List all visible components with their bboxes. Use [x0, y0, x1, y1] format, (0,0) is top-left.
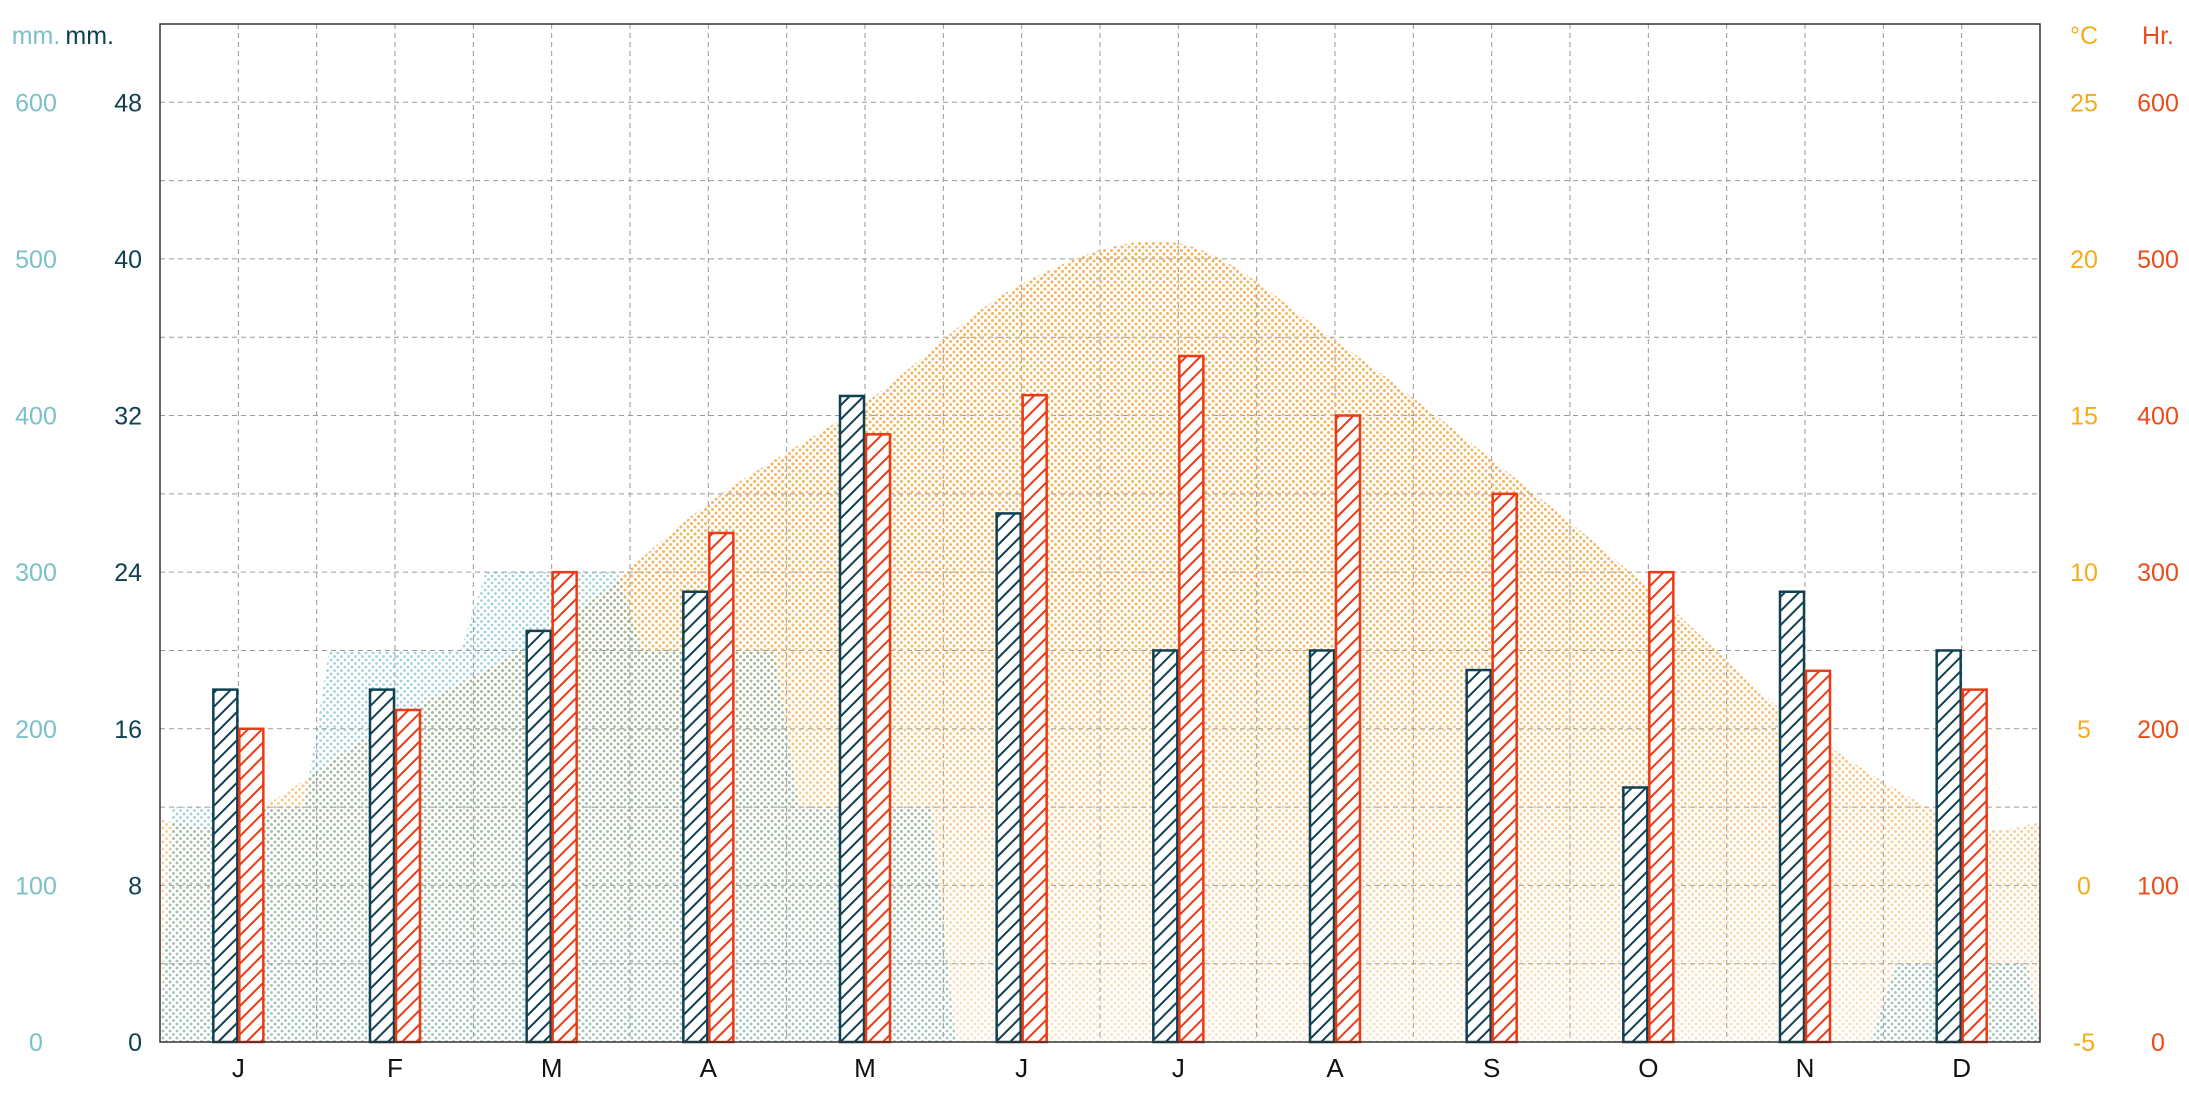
month-tick-label: D: [1952, 1053, 1971, 1083]
left-inner-tick-label: 24: [114, 559, 142, 587]
left-outer-tick-label: 0: [29, 1029, 43, 1057]
sunshine-bar: [238, 727, 265, 1044]
right-inner-tick-label: 5: [2077, 716, 2091, 744]
left-inner-tick-label: 40: [114, 246, 142, 274]
precipitation-bar: [1152, 649, 1179, 1044]
sunshine-bar: [1021, 393, 1048, 1044]
month-tick-label: J: [232, 1053, 245, 1083]
left-outer-tick-label: 100: [15, 872, 57, 900]
month-tick-label: S: [1483, 1053, 1500, 1083]
right-outer-tick-label: 200: [2137, 716, 2179, 744]
right-inner-tick-label: 15: [2070, 403, 2098, 431]
area-series: [160, 241, 2040, 1043]
sunshine-bar: [1648, 570, 1675, 1044]
precipitation-bar: [682, 590, 709, 1044]
month-tick-label: M: [854, 1053, 876, 1083]
sunshine-bar: [1334, 414, 1362, 1044]
right-outer-tick-label: 0: [2151, 1029, 2165, 1057]
precipitation-bar: [838, 394, 866, 1044]
precipitation-bar: [1935, 649, 1962, 1044]
right-inner-tick-label: 25: [2070, 89, 2098, 117]
left-outer-unit-label: mm.: [12, 22, 61, 50]
precipitation-bar: [368, 688, 396, 1044]
right-inner-tick-label: -5: [2073, 1029, 2095, 1057]
precipitation-bar: [995, 512, 1022, 1044]
month-tick-label: J: [1172, 1053, 1185, 1083]
left-inner-unit-label: mm.: [65, 22, 114, 50]
right-outer-tick-label: 400: [2137, 403, 2179, 431]
month-tick-label: J: [1015, 1053, 1028, 1083]
precipitation-bar: [1778, 590, 1806, 1044]
left-outer-tick-label: 600: [15, 89, 57, 117]
precipitation-bar: [212, 688, 239, 1044]
sunshine-bar: [1961, 688, 1988, 1044]
left-outer-tick-label: 500: [15, 246, 57, 274]
right-inner-unit-label: °C: [2070, 22, 2098, 50]
bar-series: [212, 354, 1988, 1044]
precipitation-area: [160, 572, 2040, 1042]
precipitation-bar: [1308, 649, 1336, 1044]
month-tick-label: A: [1326, 1053, 1344, 1083]
left-outer-tick-label: 400: [15, 403, 57, 431]
month-tick-label: A: [700, 1053, 718, 1083]
left-outer-tick-label: 300: [15, 559, 57, 587]
left-inner-tick-label: 48: [114, 89, 142, 117]
plot-frame: [159, 23, 2041, 1043]
sunshine-bar: [1804, 669, 1832, 1044]
right-inner-tick-label: 10: [2070, 559, 2098, 587]
right-outer-tick-label: 500: [2137, 246, 2179, 274]
sunshine-bar: [1491, 492, 1518, 1044]
precipitation-bar: [1622, 786, 1649, 1044]
left-inner-tick-label: 16: [114, 716, 142, 744]
left-inner-tick-label: 0: [128, 1029, 142, 1057]
sunshine-bar: [864, 433, 892, 1044]
axes: mm.0100200300400500600mm.081624324048°C-…: [12, 22, 2179, 1083]
month-tick-label: O: [1638, 1053, 1658, 1083]
sunshine-bar: [551, 570, 578, 1044]
month-tick-label: F: [387, 1053, 403, 1083]
right-inner-tick-label: 0: [2077, 872, 2091, 900]
right-outer-unit-label: Hr.: [2142, 22, 2174, 50]
month-tick-label: M: [541, 1053, 563, 1083]
precipitation-bar: [525, 629, 552, 1044]
left-outer-tick-label: 200: [15, 716, 57, 744]
right-inner-tick-label: 20: [2070, 246, 2098, 274]
right-outer-tick-label: 300: [2137, 559, 2179, 587]
right-outer-tick-label: 600: [2137, 89, 2179, 117]
right-outer-tick-label: 100: [2137, 872, 2179, 900]
sunshine-bar: [394, 708, 422, 1044]
left-inner-tick-label: 32: [114, 403, 142, 431]
left-inner-tick-label: 8: [128, 872, 142, 900]
sunshine-bar: [708, 531, 735, 1044]
precipitation-bar: [1465, 668, 1492, 1044]
sunshine-bar: [1178, 354, 1205, 1044]
month-tick-label: N: [1796, 1053, 1815, 1083]
